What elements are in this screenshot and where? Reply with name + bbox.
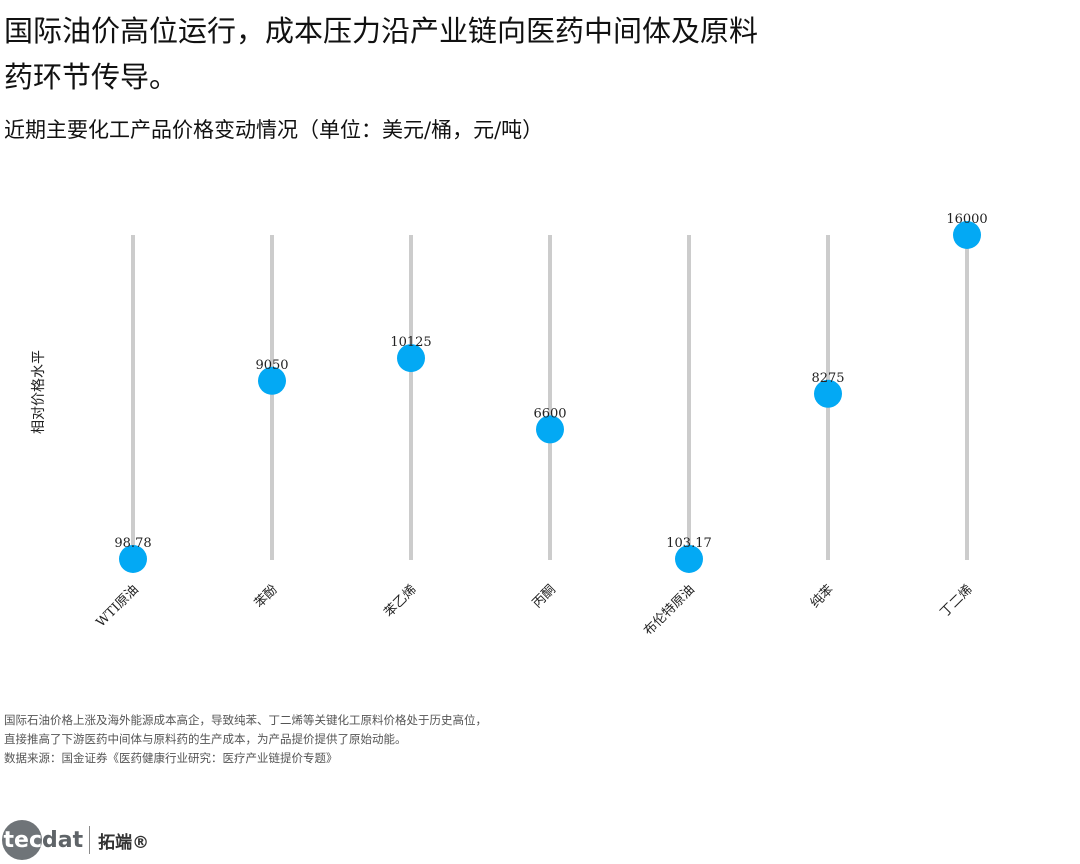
data-source: 数据来源：国金证券《医药健康行业研究：医疗产业链提价专题》 [4, 751, 338, 765]
data-label: 9050 [255, 358, 288, 373]
data-point [953, 221, 981, 249]
x-tick-label: 苯乙烯 [382, 582, 420, 620]
data-label: 16000 [946, 212, 987, 227]
logo-circle: tec [2, 820, 42, 860]
data-point [675, 545, 703, 573]
data-point [258, 366, 286, 395]
chart-notes: 国际石油价格上涨及海外能源成本高企，导致纯苯、丁二烯等关键化工原料价格处于历史高… [4, 711, 487, 768]
x-tick-label: 布伦特原油 [641, 582, 698, 639]
y-axis-label: 相对价格水平 [31, 350, 47, 434]
x-tick-label: 苯酚 [252, 582, 281, 611]
chart-title: 国际油价高位运行，成本压力沿产业链向医药中间体及原料药环节传导。 [4, 14, 759, 94]
data-label: 98.78 [114, 536, 151, 551]
data-label: 6600 [533, 406, 566, 421]
logo-chinese-name: 拓端® [98, 832, 150, 853]
note-line-2: 直接推高了下游医药中间体与原料药的生产成本，为产品提价提供了原始动能。 [4, 732, 407, 746]
x-tick-label: 丁二烯 [938, 582, 976, 620]
brand-logo: tec dat 拓端® [2, 818, 149, 862]
x-tick-label: 纯苯 [808, 582, 837, 611]
x-tick-label: 丙酮 [530, 582, 559, 611]
data-point [814, 379, 842, 408]
note-line-1: 国际石油价格上涨及海外能源成本高企，导致纯苯、丁二烯等关键化工原料价格处于历史高… [4, 713, 487, 727]
data-label: 8275 [811, 371, 844, 386]
data-label: 103.17 [666, 536, 712, 551]
logo-divider [89, 826, 91, 854]
data-point [119, 545, 147, 573]
x-tick-label: WTI原油 [94, 582, 142, 630]
data-point [536, 415, 564, 444]
data-label: 10125 [390, 335, 431, 350]
logo-wordmark: dat [42, 827, 84, 853]
chart-subtitle: 近期主要化工产品价格变动情况（单位：美元/桶，元/吨） [4, 118, 544, 142]
data-point [397, 344, 425, 373]
